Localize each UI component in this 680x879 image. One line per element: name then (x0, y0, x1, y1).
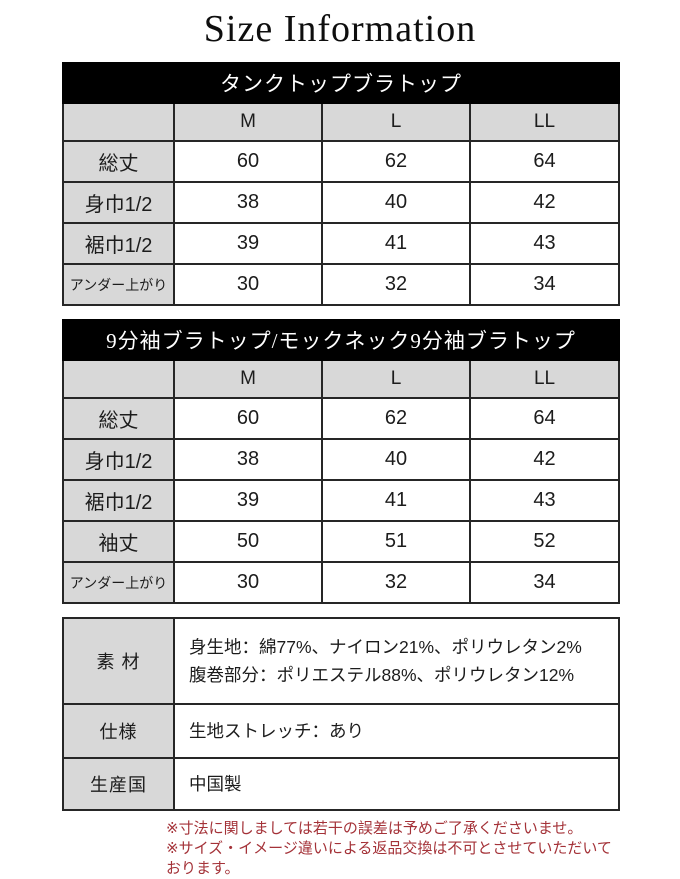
cell-value: 34 (469, 263, 620, 306)
row-label: 総丈 (62, 140, 175, 183)
page-title: Size Information (203, 8, 477, 50)
cell-value: 64 (469, 140, 620, 183)
table-row: 袖丈 50 51 52 (62, 520, 621, 563)
cell-value: 32 (321, 263, 471, 306)
detail-row-material: 素 材 身生地：綿77%、ナイロン21%、ポリウレタン2% 腹巻部分：ポリエステ… (62, 617, 620, 705)
table-row: アンダー上がり 30 32 34 (62, 263, 620, 306)
row-label: アンダー上がり (62, 263, 175, 306)
cell-value: 41 (321, 479, 471, 522)
col-header-l: L (321, 359, 471, 399)
table-row: 総丈 60 62 64 (62, 397, 621, 440)
table-row: 身巾1/2 38 40 42 (62, 181, 620, 224)
country-line: 中国製 (189, 774, 242, 794)
size-table-ninebu-sleeve: 9分袖ブラトップ/モックネック9分袖ブラトップ M L LL 総丈 60 62 … (61, 319, 621, 604)
material-line-body: 身生地：綿77%、ナイロン21%、ポリウレタン2% (189, 637, 582, 657)
footnotes: ※寸法に関しましては若干の誤差は予めご了承くださいませ。 ※サイズ・イメージ違い… (166, 819, 618, 879)
spec-line: 生地ストレッチ：あり (189, 721, 364, 741)
cell-value: 32 (321, 561, 471, 604)
detail-row-country: 生産国 中国製 (62, 757, 620, 811)
row-label: 身巾1/2 (62, 181, 175, 224)
table-row: 裾巾1/2 39 41 43 (62, 222, 620, 265)
size-header-row: M L LL (62, 102, 620, 142)
size-header-row: M L LL (62, 359, 621, 399)
row-label: 裾巾1/2 (62, 222, 175, 265)
table-row: 総丈 60 62 64 (62, 140, 620, 183)
cell-value: 64 (468, 397, 621, 440)
cell-value: 42 (469, 181, 620, 224)
table-row: 身巾1/2 38 40 42 (62, 438, 621, 481)
table-caption: 9分袖ブラトップ/モックネック9分袖ブラトップ (61, 319, 621, 361)
cell-value: 30 (173, 263, 323, 306)
table-row: 裾巾1/2 39 41 43 (62, 479, 621, 522)
cell-value: 38 (173, 438, 323, 481)
cell-value: 51 (321, 520, 471, 563)
row-label-material: 素 材 (62, 617, 175, 705)
cell-value: 41 (321, 222, 471, 265)
corner-cell (62, 359, 175, 399)
corner-cell (62, 102, 175, 142)
row-label: 身巾1/2 (62, 438, 175, 481)
cell-value: 40 (321, 181, 471, 224)
col-header-ll: LL (468, 359, 621, 399)
country-value: 中国製 (173, 757, 620, 811)
cell-value: 34 (468, 561, 621, 604)
detail-row-spec: 仕様 生地ストレッチ：あり (62, 703, 620, 759)
row-label: 裾巾1/2 (62, 479, 175, 522)
cell-value: 43 (468, 479, 621, 522)
cell-value: 62 (321, 397, 471, 440)
table-caption-row: 9分袖ブラトップ/モックネック9分袖ブラトップ (61, 319, 621, 361)
row-label: アンダー上がり (62, 561, 175, 604)
table-row: アンダー上がり 30 32 34 (62, 561, 621, 604)
content-area: タンクトップブラトップ M L LL 総丈 60 62 64 身巾1/2 38 … (61, 62, 621, 879)
cell-value: 38 (173, 181, 323, 224)
col-header-ll: LL (469, 102, 620, 142)
cell-value: 52 (468, 520, 621, 563)
row-label-spec: 仕様 (62, 703, 175, 759)
cell-value: 43 (469, 222, 620, 265)
table-caption: タンクトップブラトップ (62, 62, 620, 104)
cell-value: 62 (321, 140, 471, 183)
spec-value: 生地ストレッチ：あり (173, 703, 620, 759)
cell-value: 60 (173, 140, 323, 183)
cell-value: 39 (173, 222, 323, 265)
col-header-l: L (321, 102, 471, 142)
col-header-m: M (173, 359, 323, 399)
col-header-m: M (173, 102, 323, 142)
cell-value: 42 (468, 438, 621, 481)
cell-value: 50 (173, 520, 323, 563)
footnote-dimension-tolerance: ※寸法に関しましては若干の誤差は予めご了承くださいませ。 (166, 820, 583, 837)
material-value: 身生地：綿77%、ナイロン21%、ポリウレタン2% 腹巻部分：ポリエステル88%… (173, 617, 620, 705)
table-caption-row: タンクトップブラトップ (62, 62, 620, 104)
material-line-haramaki: 腹巻部分：ポリエステル88%、ポリウレタン12% (189, 665, 575, 685)
row-label: 袖丈 (62, 520, 175, 563)
row-label: 総丈 (62, 397, 175, 440)
cell-value: 40 (321, 438, 471, 481)
cell-value: 39 (173, 479, 323, 522)
row-label-country: 生産国 (62, 757, 175, 811)
cell-value: 30 (173, 561, 323, 604)
cell-value: 60 (173, 397, 323, 440)
footnote-no-return: ※サイズ・イメージ違いによる返品交換は不可とさせていただいております。 (166, 840, 612, 877)
size-table-tanktop: タンクトップブラトップ M L LL 総丈 60 62 64 身巾1/2 38 … (62, 62, 620, 306)
details-table: 素 材 身生地：綿77%、ナイロン21%、ポリウレタン2% 腹巻部分：ポリエステ… (62, 617, 620, 811)
